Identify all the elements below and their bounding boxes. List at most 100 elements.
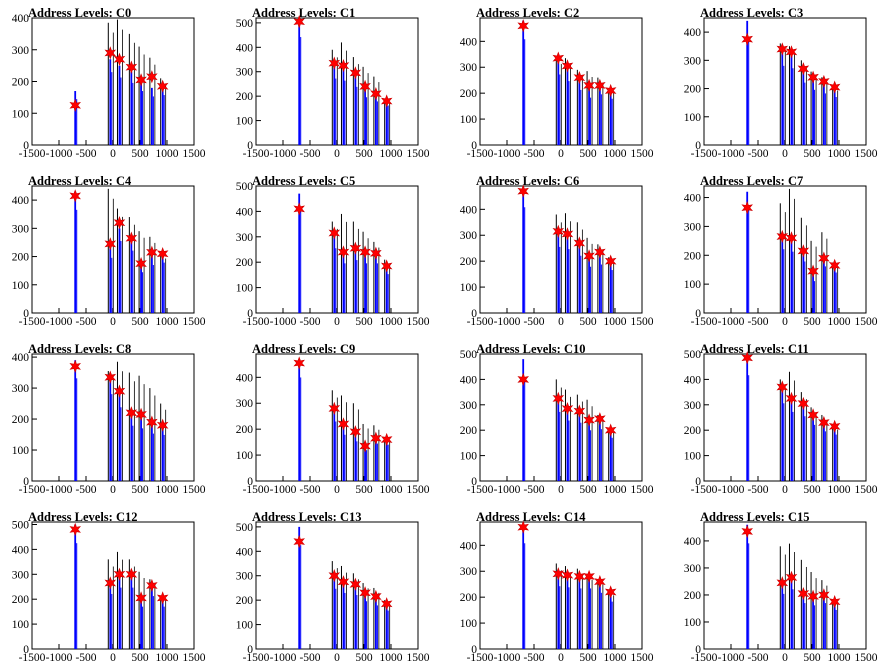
y-tick-label: 400 [460,374,478,386]
chart-title: Address Levels: C10 [476,342,586,356]
y-tick-label: 400 [684,374,702,386]
x-tick-label: 1000 [380,652,403,664]
x-tick-label: 1500 [407,484,430,496]
x-tick-label: 1000 [604,148,627,160]
chart-title: Address Levels: C11 [700,342,809,356]
x-tick-label: 500 [803,652,821,664]
peak-marker [561,401,574,416]
y-tick-label: 0 [23,476,29,488]
x-tick-label: 0 [334,316,340,328]
y-tick-label: 200 [236,91,254,103]
peak-marker [552,567,565,581]
peak-marker [573,236,586,250]
y-tick-label: 0 [247,644,253,656]
peak-marker [337,58,350,73]
chart-panel-c4: Address Levels: C4 0 100 200 300 400 -1500 -100… [0,168,224,336]
y-tick-label: 100 [12,619,30,631]
peak-marker [517,372,529,387]
peak-marker [337,245,350,259]
x-tick-label: 1500 [183,148,206,160]
y-tick-label: 400 [12,544,30,556]
plot-svg: 0 100 200 300 400 500 -1500 -1000 -500 0 500 1000 15… [236,521,430,664]
x-tick-label: 1000 [828,316,851,328]
x-tick-label: -500 [299,652,320,664]
chart-title: Address Levels: C1 [252,6,356,20]
x-tick-label: -1500 [691,148,718,160]
plot-svg: 0 100 200 300 400 -1500 -1000 -500 0 500 1000 1500 [12,352,206,496]
x-tick-label: -500 [75,316,96,328]
peak-marker [156,79,169,93]
x-tick-label: 0 [334,484,340,496]
y-tick-label: 300 [12,223,30,235]
y-tick-label: 100 [12,280,30,292]
x-tick-label: -500 [747,316,768,328]
chart-panel-c2: Address Levels: C2 0 100 200 300 400 -1500 -100… [448,0,672,168]
peak-marker [328,569,341,583]
y-tick-label: 200 [236,595,254,607]
x-tick-label: 1500 [183,484,206,496]
peak-marker [380,259,393,273]
x-tick-label: 0 [558,484,564,496]
peak-marker [552,224,565,239]
peak-marker [785,391,798,406]
y-tick-label: 200 [684,425,702,437]
x-tick-label: -1500 [243,316,270,328]
x-tick-label: -1000 [46,148,73,160]
peak-marker [517,520,529,534]
y-tick-label: 100 [684,617,702,629]
x-tick-label: 0 [782,484,788,496]
peak-marker [561,227,574,241]
x-tick-label: 1000 [828,652,851,664]
plot-svg: 0 100 200 300 400 -1500 -1000 -500 0 500 1000 1500 [12,185,206,328]
peak-marker [104,46,117,60]
x-tick-label: -1000 [494,652,521,664]
y-tick-label: 100 [12,445,30,457]
x-tick-label: -1000 [270,652,297,664]
y-tick-label: 500 [236,18,254,30]
peak-marker [828,419,841,434]
plot-svg: 0 100 200 300 400 -1500 -1000 -500 0 500 1000 1500 [684,17,878,160]
y-tick-label: 0 [695,308,701,320]
peak-marker [776,576,789,590]
peak-marker [349,66,362,80]
peak-marker [797,396,810,411]
x-tick-label: -1000 [718,316,745,328]
y-tick-label: 400 [684,193,702,205]
x-tick-label: -1000 [270,484,297,496]
y-tick-label: 100 [460,618,478,630]
x-tick-label: -500 [75,484,96,496]
x-tick-label: -1000 [494,316,521,328]
x-tick-label: 500 [579,316,597,328]
x-tick-label: -1500 [467,148,494,160]
y-tick-label: 300 [460,400,478,412]
y-tick-label: 100 [460,451,478,463]
chart-panel-c1: Address Levels: C1 0 100 200 300 400 500 -1500-… [224,0,448,168]
x-tick-label: 0 [558,316,564,328]
y-tick-label: 0 [471,476,477,488]
y-tick-label: 400 [12,352,30,364]
peak-marker [370,589,382,604]
x-tick-label: -1500 [691,652,718,664]
x-tick-label: 1500 [855,316,878,328]
x-tick-label: -1500 [467,652,494,664]
x-tick-label: 1500 [855,652,878,664]
x-tick-label: 0 [558,148,564,160]
peak-marker [146,70,158,84]
y-tick-label: 100 [460,114,478,126]
x-tick-label: 0 [782,316,788,328]
peak-marker [818,415,830,430]
peak-marker [741,524,753,539]
x-tick-label: 1500 [855,148,878,160]
x-tick-label: -1500 [691,316,718,328]
x-tick-label: 500 [803,316,821,328]
x-tick-label: -1500 [243,484,270,496]
peak-marker [380,432,393,447]
x-tick-label: 1500 [631,652,654,664]
y-tick-label: 100 [684,451,702,463]
y-tick-label: 200 [460,256,478,268]
plot-svg: 0 100 200 300 400 -1500 -1000 -500 0 500 1000 1500 [460,184,654,328]
y-tick-label: 0 [247,308,253,320]
y-tick-label: 400 [460,204,478,216]
x-tick-label: -1500 [691,484,718,496]
peak-marker [69,522,81,537]
